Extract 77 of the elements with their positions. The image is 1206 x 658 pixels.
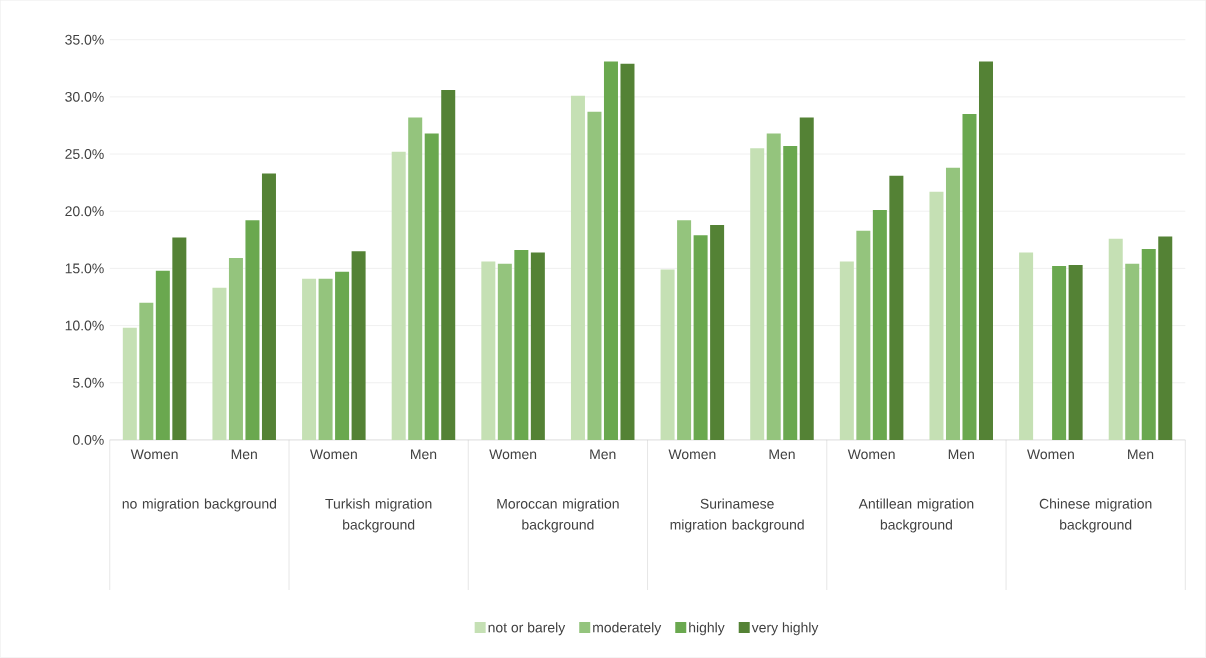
bar [766,133,781,441]
bar [750,148,765,441]
y-tick-label: 30.0% [65,92,104,102]
y-tick-label: 0.0% [72,435,104,445]
legend-label: moderately [593,622,662,636]
bar [228,258,243,441]
bar [603,61,618,441]
bar [139,302,154,441]
bar [1141,249,1156,441]
legend-label: very highly [751,622,819,636]
bar [155,270,170,441]
bar [1068,265,1083,441]
text: Chinese migration background [1039,498,1152,533]
bar [408,117,423,441]
x-tick-label: Women [130,449,178,460]
x-tick-label: Women [309,449,357,460]
bar [302,278,317,441]
x-tick-label: Women [668,449,716,460]
legend-label: not or barely [488,622,566,636]
x-tick-label: Men [590,449,616,460]
bar [245,220,260,441]
bar [261,173,276,441]
bar [587,111,602,441]
y-tick-label: 35.0% [65,34,104,45]
x-tick-label: Women [847,449,895,460]
y-tick-label: 15.0% [65,263,104,274]
y-tick-label: 25.0% [65,149,104,160]
bar [945,167,960,441]
bar [872,210,887,441]
y-tick-label: 5.0% [73,377,104,388]
bar [620,63,635,441]
bar [978,61,993,441]
y-tick-label: 10.0% [65,320,104,331]
text: Turkish migration background [325,498,432,533]
bar [570,95,585,441]
bar [514,250,529,441]
bar [660,269,675,441]
bar [839,261,854,441]
text: Moroccan migration background [497,498,619,533]
x-tick-label: Women [1027,449,1074,460]
bar [962,114,977,441]
bar [856,230,871,441]
bar [1158,236,1173,441]
bar [1019,252,1034,441]
bar [799,117,814,441]
x-tick-label: Men [769,449,795,460]
text: Antillean migration background [858,498,974,533]
text: no migration background [122,498,277,512]
bar [1125,263,1140,441]
bar [318,278,333,441]
bar [677,220,692,441]
bar [424,133,439,441]
x-tick-label: Women [489,449,537,460]
bar [122,327,137,441]
bar [710,225,725,441]
bar [391,151,406,441]
bar [1108,238,1123,441]
x-tick-label: Men [411,449,437,460]
bar [530,252,545,441]
x-tick-label: Men [231,449,257,460]
bar [481,261,496,441]
bar [497,263,512,441]
bar [441,90,456,441]
bar [172,237,187,441]
bar [1052,266,1067,441]
bar [783,146,798,441]
legend-label: highly [689,622,725,636]
bar [212,287,227,441]
bar [889,175,904,441]
y-tick-label: 20.0% [65,206,104,217]
bar [351,251,366,441]
text: Surinamese migration background [670,498,804,533]
bar [693,235,708,441]
bar [929,191,944,441]
bar [335,271,350,441]
x-tick-label: Men [948,449,974,460]
x-tick-label: Men [1128,449,1154,460]
